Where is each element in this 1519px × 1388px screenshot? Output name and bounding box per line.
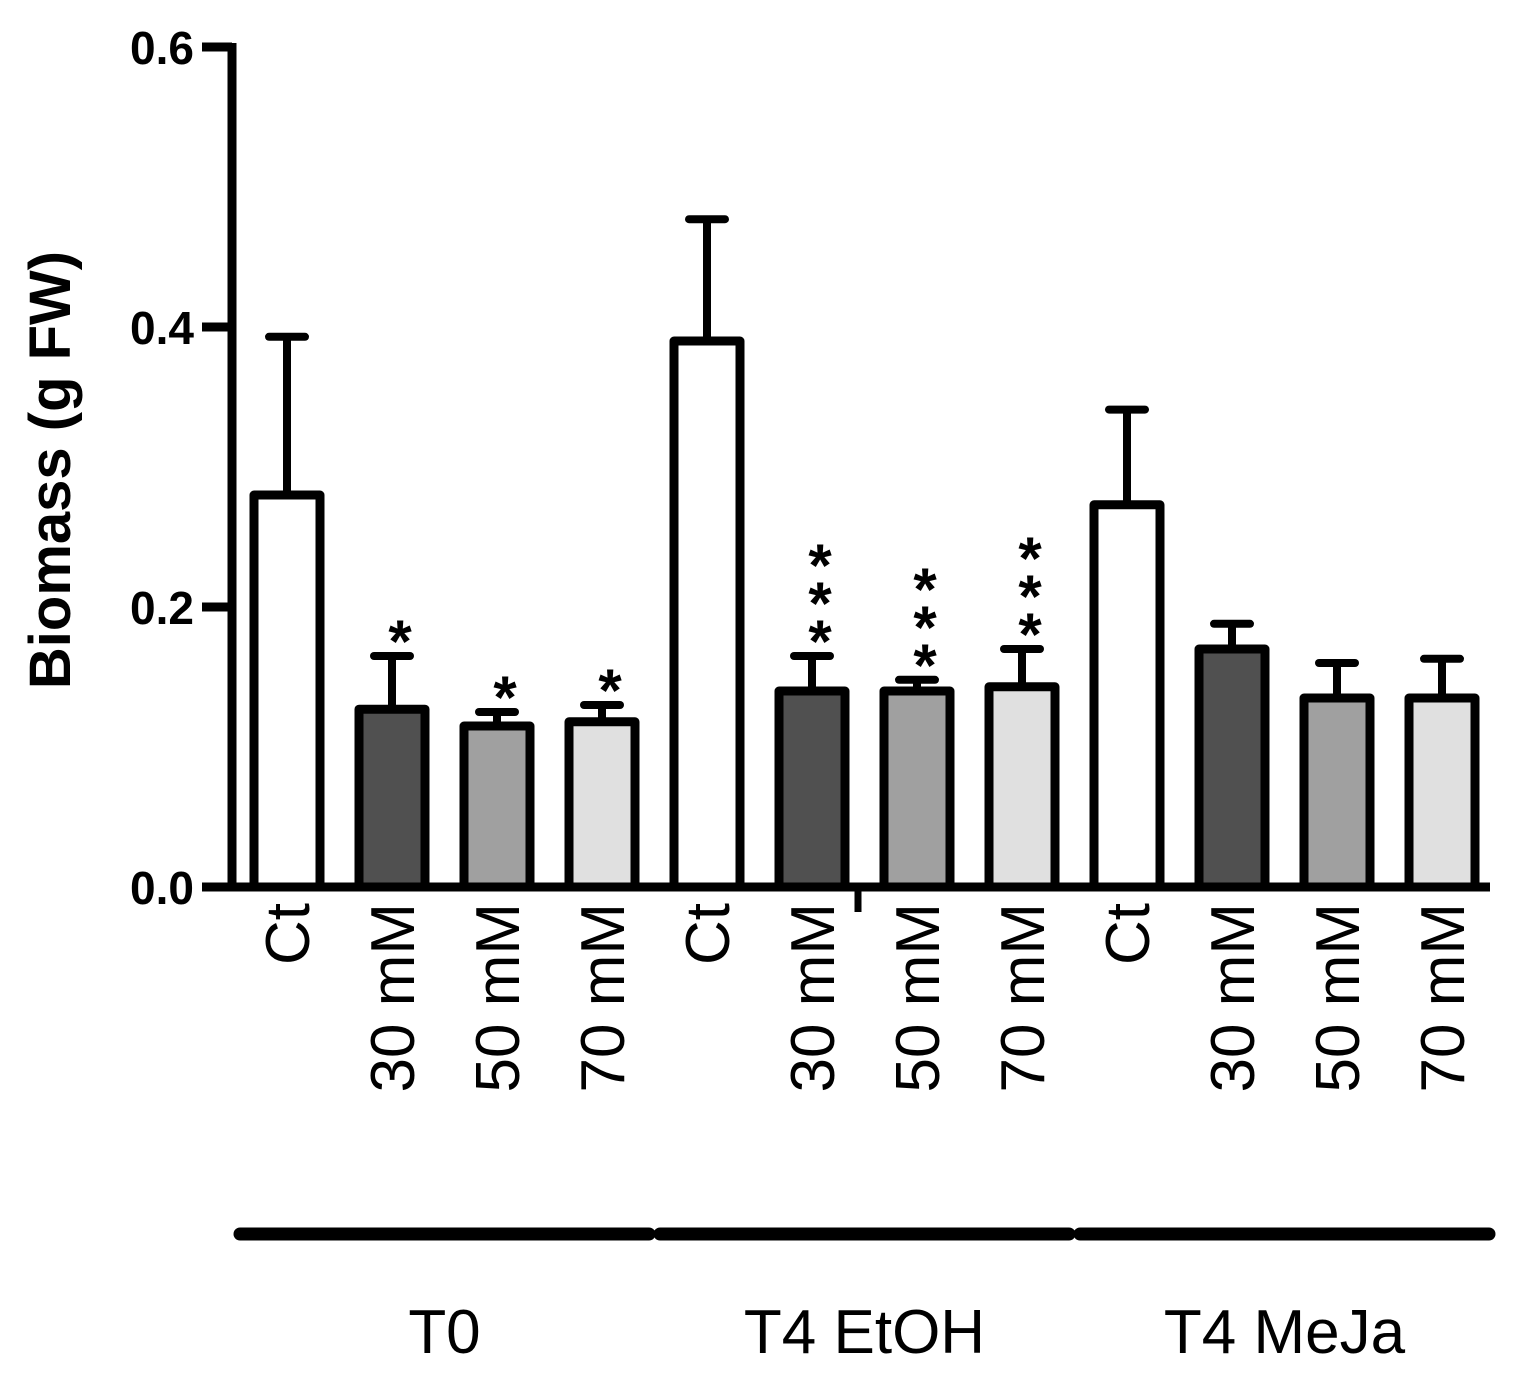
bar bbox=[1089, 500, 1165, 892]
y-tick-label: 0.0 bbox=[130, 862, 194, 914]
labels-layer: Ct*30 mM*50 mM*70 mM Ct***30 mM***50 mM**… bbox=[233, 525, 1496, 1367]
significance-star: * bbox=[598, 657, 622, 724]
significance-star: * bbox=[1018, 563, 1042, 630]
category-label: 70 mM bbox=[1409, 903, 1478, 1092]
y-axis-label: Biomass (g FW) bbox=[18, 251, 83, 689]
group-label: T4 EtOH bbox=[744, 1298, 985, 1367]
bar bbox=[669, 336, 745, 892]
bar bbox=[879, 686, 955, 892]
category-label: 30 mM bbox=[779, 903, 848, 1092]
significance-marker: *** bbox=[808, 532, 832, 675]
category-label: Ct bbox=[254, 903, 323, 965]
bar bbox=[249, 490, 325, 892]
significance-marker: * bbox=[388, 608, 412, 675]
bars-layer bbox=[249, 215, 1480, 892]
significance-star: * bbox=[913, 594, 937, 661]
category-label: 70 mM bbox=[989, 903, 1058, 1092]
significance-star: * bbox=[808, 608, 832, 675]
bar bbox=[774, 686, 850, 892]
significance-star: * bbox=[1018, 525, 1042, 592]
bar bbox=[984, 682, 1060, 892]
group-label: T0 bbox=[408, 1298, 480, 1367]
significance-star: * bbox=[913, 632, 937, 699]
category-label: Ct bbox=[674, 903, 743, 965]
y-tick-label: 0.6 bbox=[130, 22, 194, 74]
bar bbox=[354, 704, 430, 892]
bar bbox=[564, 717, 640, 892]
significance-marker: * bbox=[598, 657, 622, 724]
significance-star: * bbox=[388, 608, 412, 675]
y-tick-label: 0.2 bbox=[130, 582, 194, 634]
significance-star: * bbox=[808, 532, 832, 599]
category-label: Ct bbox=[1094, 903, 1163, 965]
axes-layer: 0.0 0.2 0.4 0.6 bbox=[130, 22, 1490, 914]
bar bbox=[1299, 693, 1375, 892]
significance-marker: *** bbox=[1018, 525, 1042, 668]
bar bbox=[1194, 644, 1270, 892]
significance-marker: * bbox=[493, 664, 517, 731]
significance-marker: *** bbox=[913, 556, 937, 699]
category-label: 50 mM bbox=[464, 903, 533, 1092]
group-label: T4 MeJa bbox=[1164, 1298, 1406, 1367]
y-tick-label: 0.4 bbox=[130, 302, 194, 354]
significance-star: * bbox=[913, 556, 937, 623]
category-label: 70 mM bbox=[569, 903, 638, 1092]
category-label: 30 mM bbox=[359, 903, 428, 1092]
category-label: 50 mM bbox=[884, 903, 953, 1092]
bar bbox=[459, 721, 535, 892]
significance-star: * bbox=[808, 570, 832, 637]
category-label: 30 mM bbox=[1199, 903, 1268, 1092]
bar bbox=[1404, 693, 1480, 892]
significance-star: * bbox=[493, 664, 517, 731]
category-label: 50 mM bbox=[1304, 903, 1373, 1092]
significance-star: * bbox=[1018, 601, 1042, 668]
